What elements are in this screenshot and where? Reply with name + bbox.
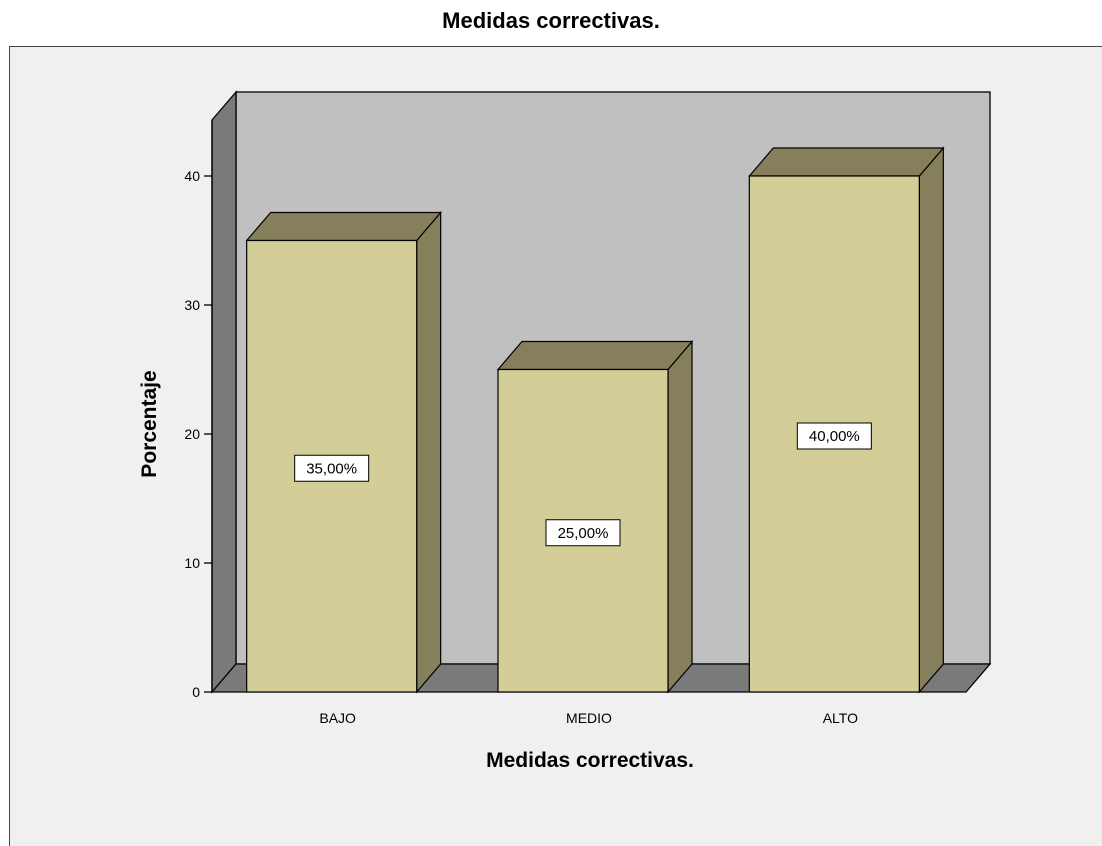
- bar-side: [667, 339, 693, 694]
- y-tick-label: 30: [184, 297, 200, 313]
- value-label-box: [294, 454, 370, 482]
- value-label: 40,00%: [809, 428, 860, 445]
- y-tick-label: 10: [184, 555, 200, 571]
- value-label: 35,00%: [306, 460, 357, 477]
- x-tick-label: BAJO: [319, 710, 356, 726]
- x-axis-title: Medidas correctivas.: [486, 749, 694, 772]
- y-tick-label: 0: [192, 684, 200, 700]
- y-tick-label: 20: [184, 426, 200, 442]
- bar-top: [245, 211, 442, 242]
- bar-side: [416, 210, 442, 694]
- x-tick-label: ALTO: [823, 710, 858, 726]
- side-wall: [211, 90, 237, 694]
- value-label: 25,00%: [558, 525, 609, 542]
- value-label-box: [796, 422, 872, 450]
- bar-side: [918, 146, 944, 694]
- y-axis-title: Porcentaje: [138, 370, 161, 477]
- chart-title: Medidas correctivas.: [442, 8, 660, 33]
- bar-top: [748, 147, 945, 177]
- y-tick-label: 40: [184, 168, 200, 184]
- value-label-box: [545, 519, 621, 547]
- bar-top: [496, 340, 694, 371]
- x-tick-label: MEDIO: [566, 710, 612, 726]
